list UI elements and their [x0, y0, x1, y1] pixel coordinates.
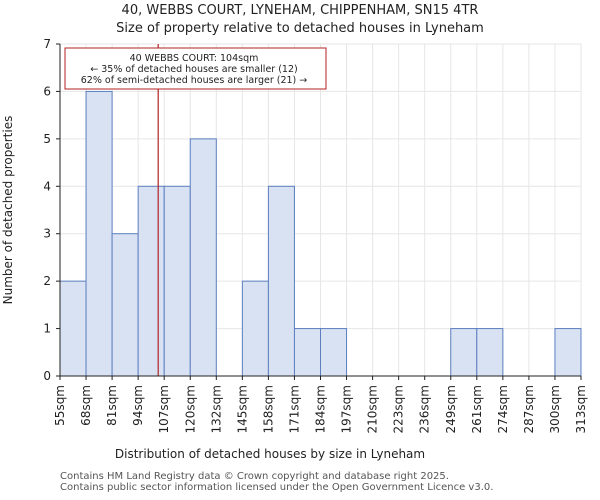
y-tick-label: 6	[43, 84, 51, 98]
x-tick-label: 81sqm	[105, 385, 119, 426]
chart-subtitle: Size of property relative to detached ho…	[116, 21, 484, 36]
bar-171sqm	[293, 328, 322, 377]
y-tick-label: 1	[43, 322, 51, 336]
x-tick-label: 94sqm	[131, 385, 145, 426]
annotation-line-3: 62% of semi-detached houses are larger (…	[81, 75, 308, 86]
x-tick-label: 145sqm	[235, 385, 249, 433]
bar-81sqm	[111, 233, 139, 377]
footer-line-2: Contains public sector information licen…	[60, 482, 494, 493]
bar-55sqm	[59, 280, 87, 377]
y-tick-label: 0	[43, 369, 51, 383]
y-tick-label: 7	[43, 37, 51, 51]
x-tick-label: 171sqm	[287, 385, 301, 433]
annotation-line-2: ← 35% of detached houses are smaller (12…	[90, 64, 297, 75]
x-tick-label: 236sqm	[418, 385, 432, 433]
x-tick-label: 300sqm	[548, 385, 562, 433]
bars-layer	[59, 90, 582, 377]
bar-107sqm	[163, 185, 191, 377]
bar-94sqm	[137, 185, 165, 377]
x-tick-label: 313sqm	[574, 385, 588, 433]
x-tick-label: 223sqm	[392, 385, 406, 433]
x-tick-label: 261sqm	[470, 385, 484, 433]
annotation-box: 40 WEBBS COURT: 104sqm ← 35% of detached…	[64, 47, 327, 90]
x-tick-label: 274sqm	[496, 385, 510, 433]
bar-68sqm	[85, 90, 113, 377]
x-tick-label: 249sqm	[444, 385, 458, 433]
bar-184sqm	[320, 328, 348, 377]
x-tick-label: 158sqm	[261, 385, 275, 433]
x-tick-label: 120sqm	[183, 385, 197, 433]
bar-249sqm	[450, 328, 478, 377]
y-axis-label: Number of detached properties	[1, 116, 15, 305]
x-tick-label: 68sqm	[79, 385, 93, 426]
x-axis-label: Distribution of detached houses by size …	[115, 447, 425, 461]
chart-title: 40, WEBBS COURT, LYNEHAM, CHIPPENHAM, SN…	[122, 3, 479, 18]
bar-120sqm	[189, 138, 217, 377]
bar-261sqm	[476, 328, 504, 377]
bar-300sqm	[554, 328, 582, 377]
bar-158sqm	[267, 185, 295, 377]
x-tick-label: 210sqm	[366, 385, 380, 433]
annotation-line-1: 40 WEBBS COURT: 104sqm	[130, 53, 259, 64]
x-tick-label: 197sqm	[340, 385, 354, 433]
x-tick-label: 132sqm	[209, 385, 223, 433]
x-tick-label: 107sqm	[157, 385, 171, 433]
x-tick-label: 184sqm	[314, 385, 328, 433]
y-tick-label: 2	[43, 274, 51, 288]
x-tick-label: 287sqm	[522, 385, 536, 433]
footer-line-1: Contains HM Land Registry data © Crown c…	[60, 471, 449, 482]
x-tick-label: 55sqm	[53, 385, 67, 426]
y-tick-label: 3	[43, 227, 51, 241]
bar-145sqm	[241, 280, 269, 377]
y-tick-label: 4	[43, 179, 51, 193]
y-tick-label: 5	[43, 132, 51, 146]
ticks-layer: 0 1 2 3 4 5 6 7 55sqm 68sqm 81sqm 94sqm 107sqm 120sqm…	[43, 37, 588, 433]
